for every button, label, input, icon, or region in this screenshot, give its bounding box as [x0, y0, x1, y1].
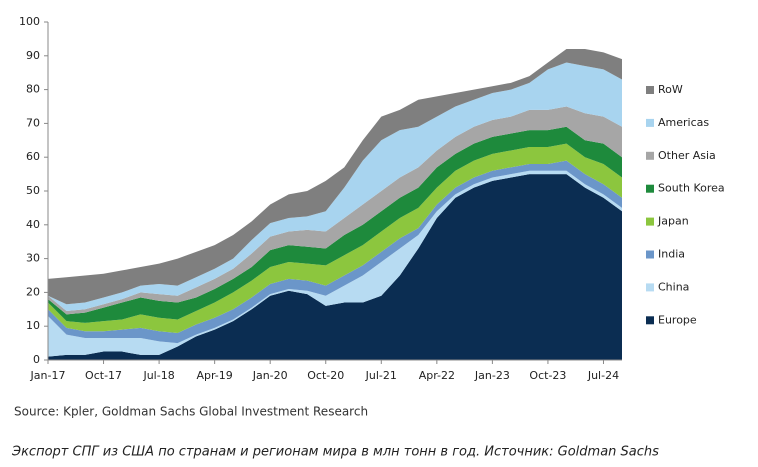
x-tick-label: Jan-20	[252, 369, 288, 382]
legend-swatch	[646, 151, 654, 160]
area	[48, 62, 622, 311]
legend-label: China	[658, 280, 689, 293]
legend-label: Japan	[657, 215, 689, 228]
legend-swatch	[646, 217, 654, 226]
legend-label: Americas	[658, 116, 709, 129]
y-tick-label: 40	[26, 218, 40, 231]
y-tick-label: 90	[26, 49, 40, 62]
legend-label: Europe	[658, 313, 697, 326]
legend-swatch	[646, 283, 654, 292]
x-tick-label: Oct-23	[529, 369, 566, 382]
source: Source: Kpler, Goldman Sachs Global Inve…	[14, 405, 368, 419]
y-tick-label: 20	[26, 285, 40, 298]
y-tick-label: 30	[26, 252, 40, 265]
legend-label: RoW	[658, 83, 683, 96]
x-tick-label: Apr-22	[419, 369, 455, 382]
legend-label: India	[658, 248, 685, 261]
y-tick-label: 60	[26, 150, 40, 163]
x-tick-label: Jul-21	[365, 369, 397, 382]
area	[48, 174, 622, 360]
legend-swatch	[646, 250, 654, 259]
x-tick-label: Oct-20	[307, 369, 344, 382]
x-tick-label: Jul-24	[587, 369, 619, 382]
legend-swatch	[646, 86, 654, 94]
y-tick-label: 50	[26, 184, 40, 197]
legend-label: Other Asia	[658, 149, 716, 162]
x-tick-label: Jan-17	[30, 369, 66, 382]
x-tick-label: Jan-23	[474, 369, 510, 382]
legend-swatch	[646, 316, 654, 325]
legend-label: South Korea	[658, 182, 725, 195]
area	[48, 49, 622, 305]
y-tick-label: 70	[26, 116, 40, 129]
legend-swatch	[646, 118, 654, 127]
x-tick-label: Oct-17	[85, 369, 122, 382]
y-tick-label: 80	[26, 83, 40, 96]
y-tick-label: 10	[26, 319, 40, 332]
caption: Экспорт СПГ из США по странам и регионам…	[11, 445, 659, 460]
x-tick-label: Jul-18	[142, 369, 174, 382]
x-tick-label: Apr-19	[196, 369, 232, 382]
legend-swatch	[646, 184, 654, 193]
y-tick-label: 100	[19, 15, 40, 28]
y-tick-label: 0	[33, 353, 40, 366]
